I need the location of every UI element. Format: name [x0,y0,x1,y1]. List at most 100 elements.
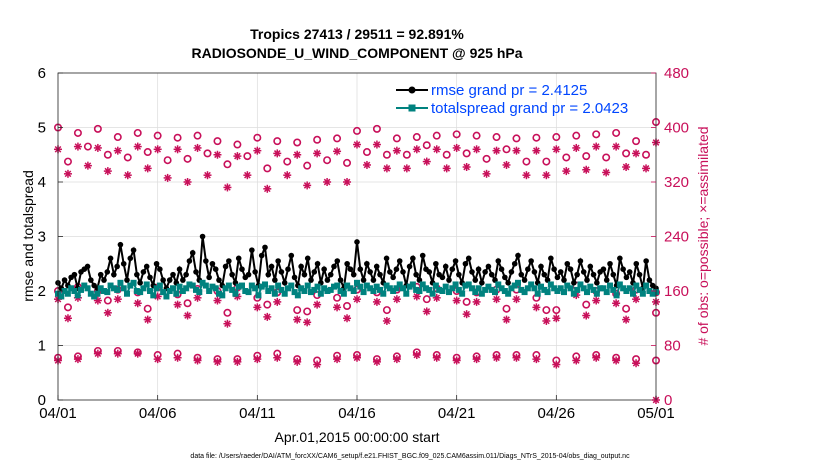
asterisk-stroke [513,295,520,303]
totalspread-point [294,292,301,299]
obs-assimilated-point [273,297,282,306]
obs-possible-point [93,124,102,133]
totalspread-point [570,290,577,297]
y-tick-label-right: 80 [664,338,681,355]
totalspread-point [347,285,354,292]
obs-assimilated-point [353,353,361,362]
totalspread-point [531,285,538,292]
obs-possible-point [382,306,391,315]
rmse-point [304,255,311,262]
totalspread-point [400,285,406,292]
totalspread-point [492,289,498,296]
totalspread-point [419,281,426,288]
rmse-point [607,260,613,267]
obs-possible-point [163,156,172,165]
totalspread-point [186,281,193,288]
obs-possible-point [223,308,232,317]
obs-assimilated-point [512,295,521,304]
rmse-point [538,263,544,270]
rmse-point [456,271,462,278]
obs-possible-point [343,158,352,167]
totalspread-point [465,281,472,288]
obs-possible-point [562,153,571,162]
asterisk-stroke [453,297,460,304]
totalspread-point [541,286,548,293]
obs-assimilated-point [472,145,481,154]
rmse-point [153,260,160,267]
totalspread-point [472,289,479,296]
asterisk-stroke [453,144,460,152]
rmse-point [127,255,134,262]
asterisk-stroke [254,304,261,311]
obs-assimilated-point [572,143,581,152]
asterisk-stroke [632,359,640,367]
obs-possible-point [333,134,342,143]
totalspread-point [580,285,587,292]
totalspread-point [275,282,282,289]
obs-assimilated-point [412,145,421,154]
totalspread-point [278,286,285,293]
asterisk-stroke [194,294,201,302]
obs-possible-point [422,295,431,304]
obs-assimilated-point [532,146,541,155]
obs-possible-point [133,128,142,137]
asterisk-stroke [144,165,152,172]
rmse-point [183,271,189,278]
rmse-point [147,274,153,281]
totalspread-point [646,288,653,294]
asterisk-stroke [553,314,560,322]
rmse-point [485,263,492,270]
obs-assimilated-point [452,143,461,152]
rmse-point [587,263,594,270]
obs-assimilated-point [632,149,641,158]
obs-assimilated-point [173,145,182,154]
totalspread-point [137,289,144,296]
totalspread-point [413,286,420,293]
totalspread-point [101,288,107,294]
asterisk-stroke [164,174,171,182]
asterisk-stroke [423,308,431,315]
totalspread-point [377,286,383,293]
obs-possible-point [293,306,302,315]
obs-assimilated-point [392,146,401,155]
rmse-point [574,271,580,278]
obs-assimilated-point [392,295,401,304]
obs-assimilated-point [632,359,641,368]
asterisk-stroke [562,167,570,175]
rmse-point [189,250,196,256]
rmse-point [502,274,508,281]
totalspread-point [518,286,525,293]
obs-possible-point [422,141,431,150]
rmse-point [203,258,209,264]
totalspread-point [406,283,413,290]
asterisk-stroke [413,351,421,359]
x-axis-label: Apr.01,2015 00:00:00 start [274,429,439,445]
asterisk-stroke [592,143,600,150]
obs-assimilated-point [552,360,561,369]
asterisk-stroke [84,162,92,169]
legend-label-spread: totalspread grand pr = 2.0423 [431,100,628,117]
obs-assimilated-point [602,168,611,177]
asterisk-stroke [94,350,102,358]
obs-possible-point [153,131,162,140]
rmse-point [272,277,278,283]
obs-assimilated-point [492,295,501,304]
rmse-point [620,266,626,273]
obs-possible-point [303,307,312,316]
totalspread-point [357,283,364,290]
y-tick-label-left: 1 [38,338,46,355]
x-tick-label: 04/11 [239,405,275,422]
obs-possible-point [143,304,152,313]
rmse-point [571,280,577,286]
rmse-point [433,260,439,267]
asterisk-stroke [433,294,441,302]
obs-possible-point [273,137,282,146]
asterisk-stroke [303,182,311,189]
data-file-footnote: data file: /Users/raeder/DAI/ATM_forcXX/… [190,453,630,460]
rmse-point [383,255,390,262]
rmse-point [462,260,469,267]
totalspread-point [452,281,459,288]
obs-assimilated-point [592,142,601,151]
obs-assimilated-point [313,360,322,369]
rmse-point [387,269,393,275]
